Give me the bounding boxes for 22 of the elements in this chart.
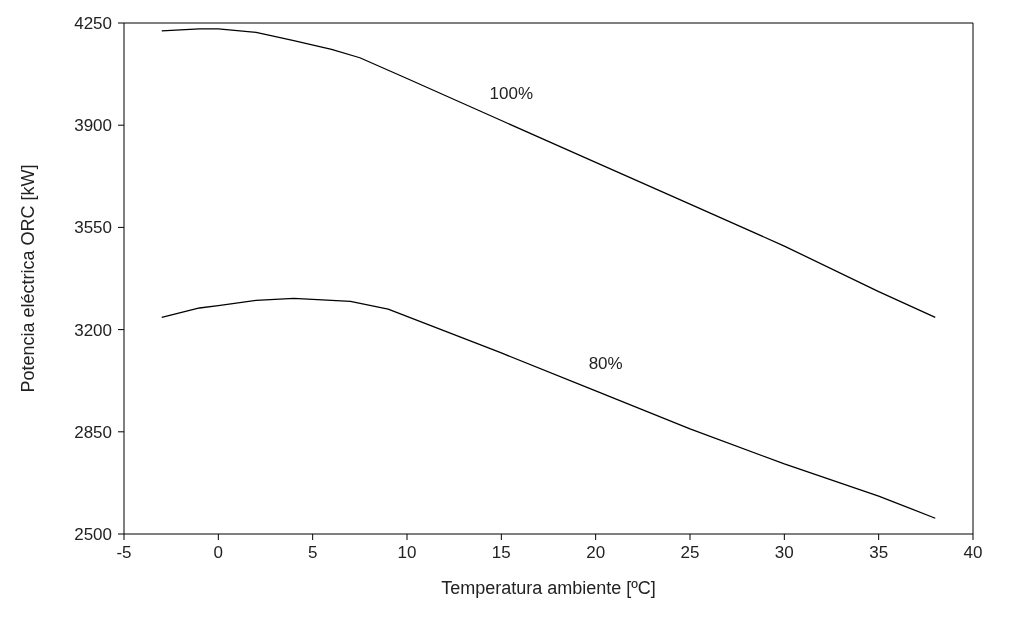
- y-tick-label: 2500: [74, 525, 112, 545]
- y-axis-title: Potencia eléctrica ORC [kW]: [18, 164, 39, 393]
- x-tick-label: 25: [680, 543, 700, 563]
- x-axis-title: Temperatura ambiente [ºC]: [441, 578, 656, 598]
- x-tick-label: 20: [586, 543, 606, 563]
- x-tick-label: 0: [213, 543, 224, 563]
- series-label: 80%: [588, 353, 623, 373]
- x-tick-label: 40: [963, 543, 983, 563]
- y-tick-label: 4250: [74, 14, 112, 34]
- y-tick-label: 2850: [74, 422, 112, 442]
- x-tick-label: 10: [397, 543, 417, 563]
- x-tick-label: 5: [307, 543, 318, 563]
- x-tick-label: 15: [491, 543, 511, 563]
- line-series: [161, 28, 936, 318]
- x-tick-label: -5: [116, 543, 132, 563]
- x-tick-label: 30: [774, 543, 794, 563]
- y-tick-label: 3900: [74, 116, 112, 136]
- x-tick-label: 35: [869, 543, 889, 563]
- series-label: 100%: [489, 83, 534, 103]
- y-tick-label: 3200: [74, 320, 112, 340]
- y-tick-label: 3550: [74, 218, 112, 238]
- line-series: [161, 297, 936, 519]
